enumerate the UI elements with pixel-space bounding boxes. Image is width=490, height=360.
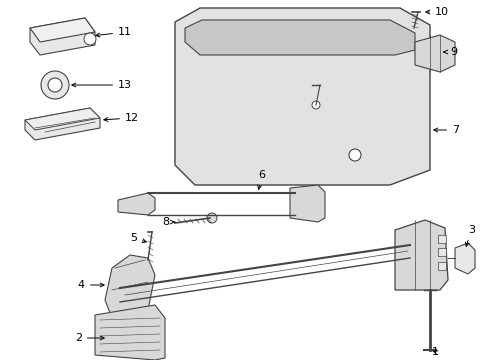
Circle shape [108,326,132,350]
Circle shape [349,149,361,161]
Text: 12: 12 [104,113,139,123]
Polygon shape [25,108,100,140]
Polygon shape [118,193,155,215]
Circle shape [41,71,69,99]
Text: 7: 7 [434,125,459,135]
Polygon shape [30,18,95,42]
Text: 13: 13 [72,80,132,90]
Circle shape [48,78,62,92]
Polygon shape [25,108,100,130]
Polygon shape [415,35,455,72]
Bar [438,248,446,256]
Circle shape [312,101,320,109]
Circle shape [207,213,217,223]
Bar [438,235,446,243]
Bar [438,262,446,270]
Polygon shape [95,305,165,360]
Text: 8: 8 [162,217,175,227]
Text: 6: 6 [258,170,265,189]
Polygon shape [185,20,415,55]
Text: 4: 4 [78,280,104,290]
Polygon shape [105,255,155,322]
Circle shape [84,33,96,45]
Text: 5: 5 [130,233,147,243]
Polygon shape [30,18,95,55]
Polygon shape [175,8,430,185]
Text: 3: 3 [466,225,475,246]
Text: 11: 11 [96,27,132,37]
Text: 2: 2 [75,333,104,343]
Polygon shape [290,185,325,222]
Text: 10: 10 [426,7,449,17]
Polygon shape [395,220,448,290]
Polygon shape [455,243,475,274]
Text: 1: 1 [432,347,439,357]
Text: 9: 9 [444,47,457,57]
